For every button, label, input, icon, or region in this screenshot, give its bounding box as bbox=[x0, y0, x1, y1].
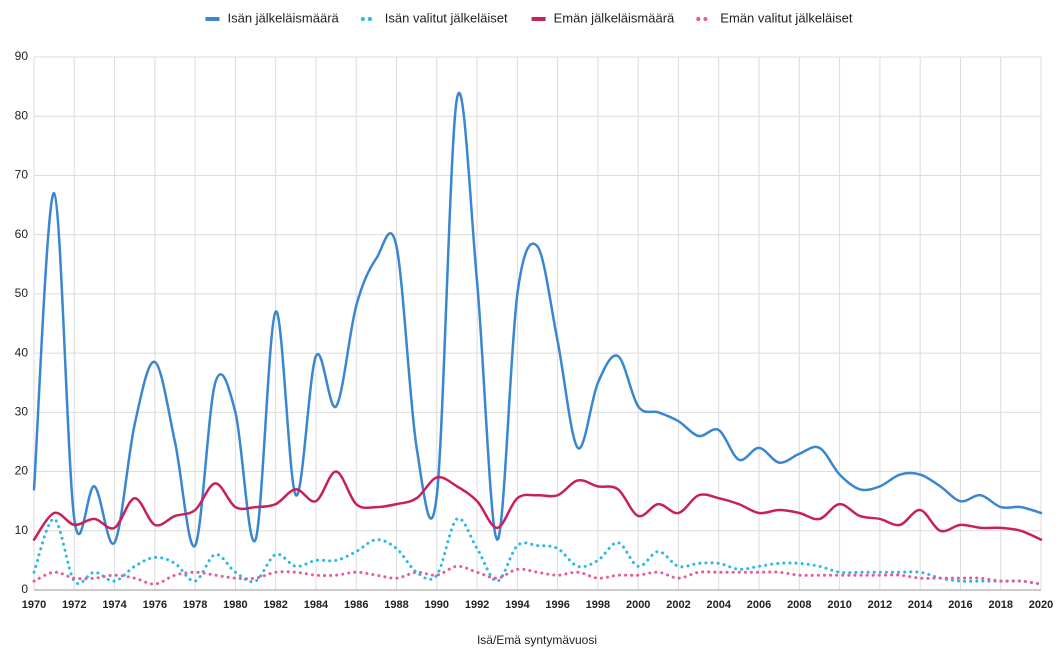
y-tick-label: 20 bbox=[15, 464, 29, 478]
y-tick-label: 60 bbox=[15, 227, 29, 241]
series-line bbox=[32, 517, 1043, 586]
x-tick-label: 1970 bbox=[22, 599, 46, 611]
x-tick-label: 2018 bbox=[988, 599, 1012, 611]
legend-label: Isän jälkeläismäärä bbox=[227, 10, 339, 25]
series-line bbox=[32, 91, 1043, 548]
x-tick-label: 2010 bbox=[827, 599, 851, 611]
x-tick-label: 2006 bbox=[747, 599, 771, 611]
x-tick-label: 2008 bbox=[787, 599, 811, 611]
x-tick-label: 1982 bbox=[263, 599, 287, 611]
x-tick-label: 1986 bbox=[344, 599, 368, 611]
legend-label: Emän valitut jälkeläiset bbox=[720, 10, 853, 25]
x-tick-label: 2014 bbox=[908, 599, 933, 611]
x-tick-label: 1974 bbox=[102, 599, 127, 611]
x-tick-label: 1994 bbox=[505, 599, 530, 611]
x-tick-label: 2000 bbox=[626, 599, 650, 611]
x-tick-label: 1992 bbox=[465, 599, 489, 611]
y-tick-label: 10 bbox=[15, 523, 29, 537]
legend-label: Isän valitut jälkeläiset bbox=[385, 10, 508, 25]
x-tick-label: 2012 bbox=[868, 599, 892, 611]
y-tick-label: 50 bbox=[15, 286, 29, 300]
x-tick-label: 1972 bbox=[62, 599, 86, 611]
y-tick-label: 40 bbox=[15, 345, 29, 359]
y-tick-label: 70 bbox=[15, 168, 29, 182]
series-line bbox=[32, 564, 1043, 586]
x-tick-label: 1978 bbox=[183, 599, 207, 611]
x-tick-label: 1976 bbox=[143, 599, 167, 611]
x-axis-label: Isä/Emä syntymävuosi bbox=[477, 633, 597, 647]
y-tick-label: 30 bbox=[15, 405, 29, 419]
x-tick-label: 1990 bbox=[425, 599, 449, 611]
x-tick-label: 1980 bbox=[223, 599, 247, 611]
x-tick-label: 1988 bbox=[384, 599, 408, 611]
y-tick-label: 0 bbox=[21, 582, 28, 596]
series-line bbox=[32, 470, 1043, 541]
y-tick-label: 90 bbox=[15, 49, 29, 63]
x-tick-label: 1996 bbox=[545, 599, 569, 611]
x-tick-label: 1998 bbox=[586, 599, 610, 611]
x-tick-label: 2004 bbox=[707, 599, 732, 611]
y-tick-label: 80 bbox=[15, 108, 29, 122]
x-tick-label: 2002 bbox=[666, 599, 690, 611]
legend-label: Emän jälkeläismäärä bbox=[554, 10, 675, 25]
x-tick-label: 2016 bbox=[948, 599, 972, 611]
x-tick-label: 1984 bbox=[304, 599, 329, 611]
x-tick-label: 2020 bbox=[1029, 599, 1053, 611]
